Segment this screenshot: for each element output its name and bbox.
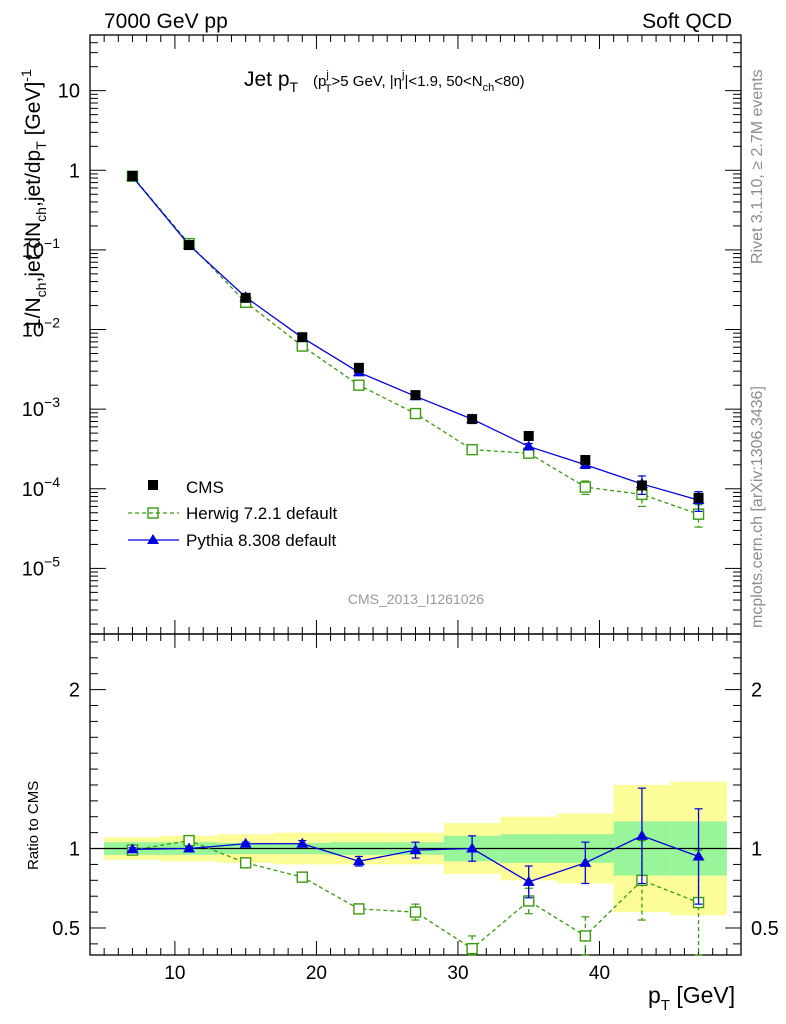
series-line <box>131 176 699 501</box>
data-point <box>579 481 592 493</box>
data-point <box>353 379 365 391</box>
data-point <box>296 871 308 883</box>
legend-cms-label: CMS <box>186 478 224 497</box>
data-point <box>409 906 422 918</box>
ratio-y-tick-label: 0.5 <box>52 918 80 940</box>
data-point <box>579 930 592 942</box>
ratio-y-axis-label: Ratio to CMS <box>25 781 42 870</box>
data-point <box>296 837 309 848</box>
data-point <box>409 407 422 420</box>
data-point <box>297 332 308 343</box>
data-point <box>240 292 251 303</box>
y-tick-label: 10−5 <box>22 553 60 580</box>
series-line <box>131 175 699 515</box>
x-axis-label: pT [GeV] <box>648 982 735 1014</box>
y-tick-label: 10−2 <box>22 315 60 342</box>
ratio-y-tick-label-right: 1 <box>751 839 762 861</box>
data-point <box>635 829 648 840</box>
y-tick-label: 10 <box>58 81 80 103</box>
data-point <box>126 843 139 854</box>
analysis-watermark: CMS_2013_I1261026 <box>348 591 484 607</box>
legend-cms-marker <box>148 480 158 490</box>
legend-pythia-label: Pythia 8.308 default <box>186 531 337 550</box>
data-point <box>522 440 535 451</box>
svg-text:Jet pT: Jet pT <box>244 68 299 95</box>
data-point <box>184 240 195 251</box>
svg-text:(pjT>5 GeV, |ηj|<1.9, 50<Nch<8: (pj T>5 GeV, |ηj|<1.9, 50<Nch<80) <box>313 69 525 95</box>
data-point <box>693 492 704 503</box>
series-line <box>132 839 699 950</box>
data-point <box>353 903 365 915</box>
header-right: Soft QCD <box>642 10 732 33</box>
main-y-axis-label: 1/Nch,jet dNch,jet/dpT [GeV]-1 <box>18 69 49 330</box>
data-point <box>183 842 196 853</box>
data-point <box>522 875 535 886</box>
y-tick-label: 10−3 <box>22 394 60 421</box>
data-point <box>239 857 252 869</box>
data-point <box>296 340 308 352</box>
data-point <box>692 850 705 861</box>
x-tick-label: 20 <box>306 963 327 984</box>
x-tick-label: 40 <box>589 963 610 984</box>
data-point <box>466 942 478 955</box>
ratio-frame <box>89 633 742 956</box>
plot-title: Jet pT (pj T>5 GeV, |ηj|<1.9, 50<Nch<80) <box>244 68 525 95</box>
y-tick-label: 10−4 <box>22 474 60 501</box>
data-point <box>466 842 479 853</box>
y-tick-label: 10−1 <box>22 235 60 262</box>
data-point <box>467 414 478 425</box>
ratio-y-tick-label-right: 0.5 <box>751 918 779 940</box>
rivet-label: Rivet 3.1.10, ≥ 2.7M events <box>749 69 766 264</box>
legend-herwig-label: Herwig 7.2.1 default <box>186 504 337 523</box>
data-point <box>239 837 252 848</box>
x-tick-label: 10 <box>164 963 185 984</box>
ratio-y-tick-label: 1 <box>69 839 80 861</box>
data-point <box>352 855 365 866</box>
legend-pythia-marker <box>147 534 159 544</box>
data-point <box>523 431 534 442</box>
data-point <box>410 390 421 401</box>
data-point <box>579 856 592 867</box>
ratio-panel: 10 20 30 40 0.5 0.5 1 1 2 2 <box>52 633 779 984</box>
legend-herwig-marker <box>147 507 159 519</box>
data-point <box>466 443 478 456</box>
data-point <box>636 480 647 491</box>
data-point <box>409 844 422 855</box>
x-tick-label: 30 <box>447 963 468 984</box>
data-point <box>580 454 591 465</box>
mcplots-label: mcplots.cern.ch [arXiv:1306.3436] <box>749 386 766 628</box>
ratio-y-tick-label: 2 <box>69 680 80 702</box>
main-panel: 10−5 10−4 10−3 10−2 10−1 1 10 <box>22 34 742 955</box>
ratio-y-tick-label-right: 2 <box>751 680 762 702</box>
data-point <box>353 362 364 373</box>
y-tick-label: 1 <box>69 160 80 182</box>
data-point <box>127 170 138 181</box>
header-left: 7000 GeV pp <box>104 10 228 33</box>
legend: CMS Herwig 7.2.1 default Pythia 8.308 de… <box>128 478 337 550</box>
